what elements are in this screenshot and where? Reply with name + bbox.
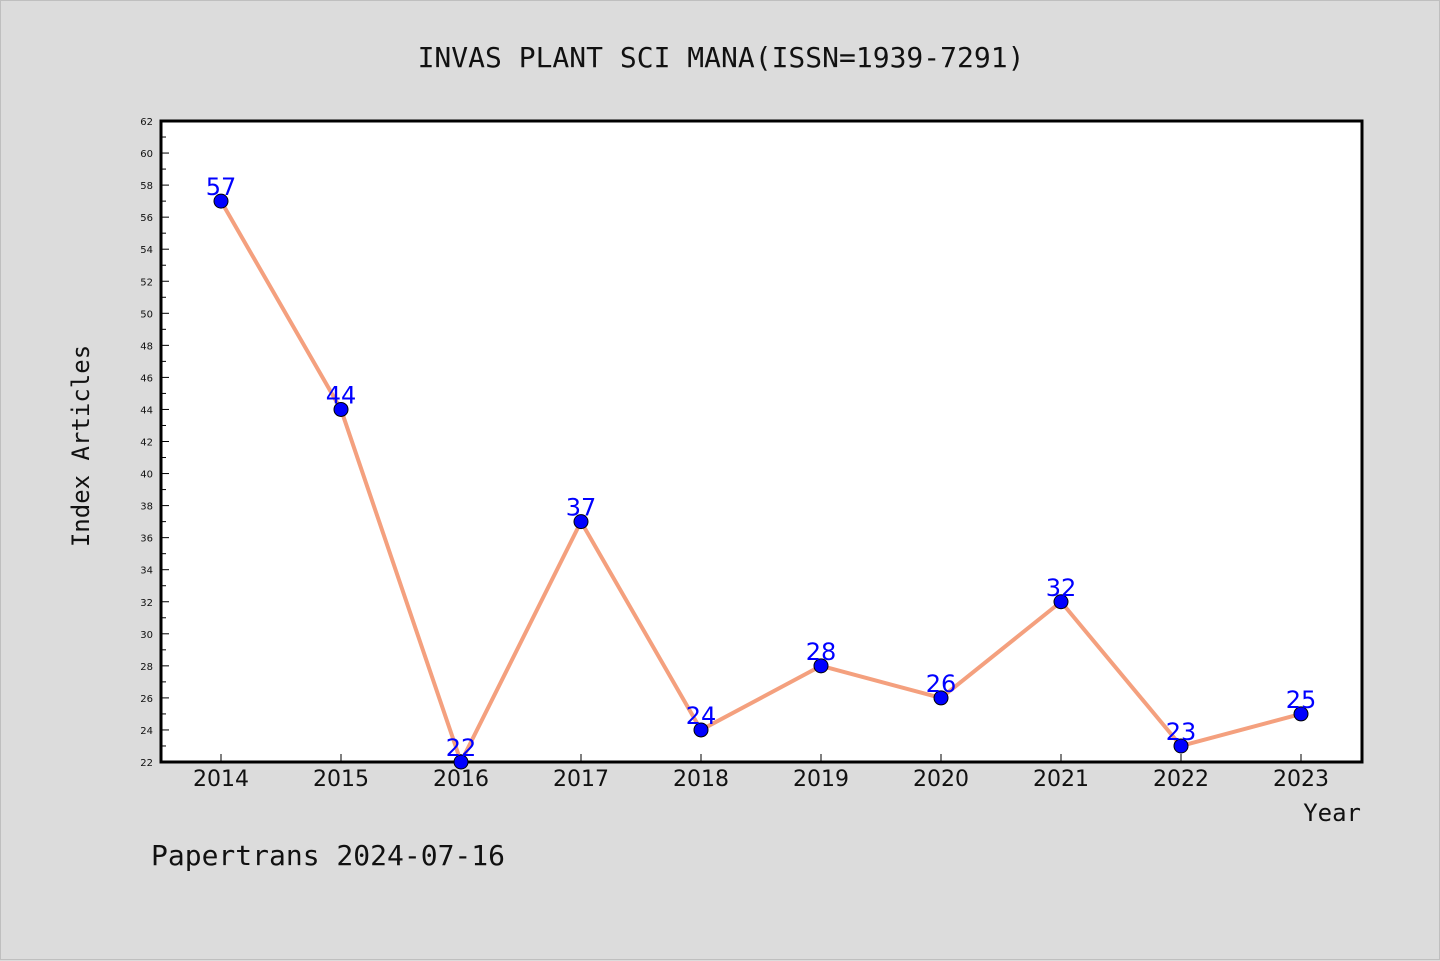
y-tick-label: 48	[140, 341, 153, 352]
data-point	[1053, 594, 1069, 610]
data-label: 23	[1166, 718, 1197, 746]
footer-text: Papertrans 2024-07-16	[151, 839, 505, 872]
y-tick-label: 36	[140, 534, 153, 545]
data-point	[213, 193, 229, 209]
y-tick-label: 54	[140, 245, 153, 256]
data-label: 32	[1046, 574, 1077, 602]
x-tick-label: 2022	[1153, 767, 1209, 792]
data-label: 28	[806, 638, 837, 666]
y-tick-label: 58	[140, 181, 153, 192]
x-tick-label: 2017	[553, 767, 609, 792]
y-tick-label: 38	[140, 502, 153, 513]
y-tick-label: 62	[140, 117, 153, 128]
x-tick-label: 2014	[193, 767, 249, 792]
data-label: 44	[326, 381, 357, 409]
data-label: 26	[926, 670, 957, 698]
y-tick-label: 46	[140, 373, 153, 384]
y-tick-label: 22	[140, 758, 153, 769]
y-axis: 22 24 26 28 30 32 34 36 38 40 42 44 46 48 50 52 54 56 58 60…	[140, 117, 169, 769]
data-label: 37	[566, 494, 597, 522]
x-tick-label: 2019	[793, 767, 849, 792]
y-tick-label: 56	[140, 213, 153, 224]
x-tick-label: 2021	[1033, 767, 1089, 792]
y-tick-label: 34	[140, 566, 153, 577]
y-tick-label: 24	[140, 726, 153, 737]
y-tick-label: 44	[140, 405, 153, 416]
y-tick-label: 42	[140, 438, 153, 449]
data-point	[1173, 738, 1189, 754]
data-label: 57	[206, 173, 237, 201]
series-layer: 57 44 22 37 24 28 26 32 23 25	[206, 173, 1317, 770]
y-tick-label: 28	[140, 662, 153, 673]
y-tick-label: 52	[140, 277, 153, 288]
x-tick-label: 2015	[313, 767, 369, 792]
data-label: 22	[446, 734, 477, 762]
data-label: 25	[1286, 686, 1317, 714]
data-label: 24	[686, 702, 717, 730]
series-line	[219, 200, 1302, 764]
y-tick-label: 40	[140, 470, 153, 481]
data-point	[693, 722, 709, 738]
y-tick-label: 26	[140, 694, 153, 705]
data-point	[813, 658, 829, 674]
data-point	[453, 754, 469, 770]
x-axis: 2014 2015 2016 2017 2018 2019 2020 2021 2022 2023	[193, 754, 1329, 792]
y-tick-label: 30	[140, 630, 153, 641]
y-tick-label: 50	[140, 309, 153, 320]
data-point	[333, 401, 349, 417]
data-point	[573, 514, 589, 530]
data-point	[933, 690, 949, 706]
y-axis-title: Index Articles	[67, 345, 95, 547]
chart-title: INVAS PLANT SCI MANA(ISSN=1939-7291)	[418, 41, 1025, 74]
data-point	[1293, 706, 1309, 722]
x-tick-label: 2023	[1273, 767, 1329, 792]
x-tick-label: 2020	[913, 767, 969, 792]
x-axis-title: Year	[1303, 799, 1361, 827]
y-tick-label: 60	[140, 149, 153, 160]
plot-area	[159, 119, 1364, 764]
y-tick-label: 32	[140, 598, 153, 609]
x-tick-label: 2018	[673, 767, 729, 792]
x-tick-label: 2016	[433, 767, 489, 792]
